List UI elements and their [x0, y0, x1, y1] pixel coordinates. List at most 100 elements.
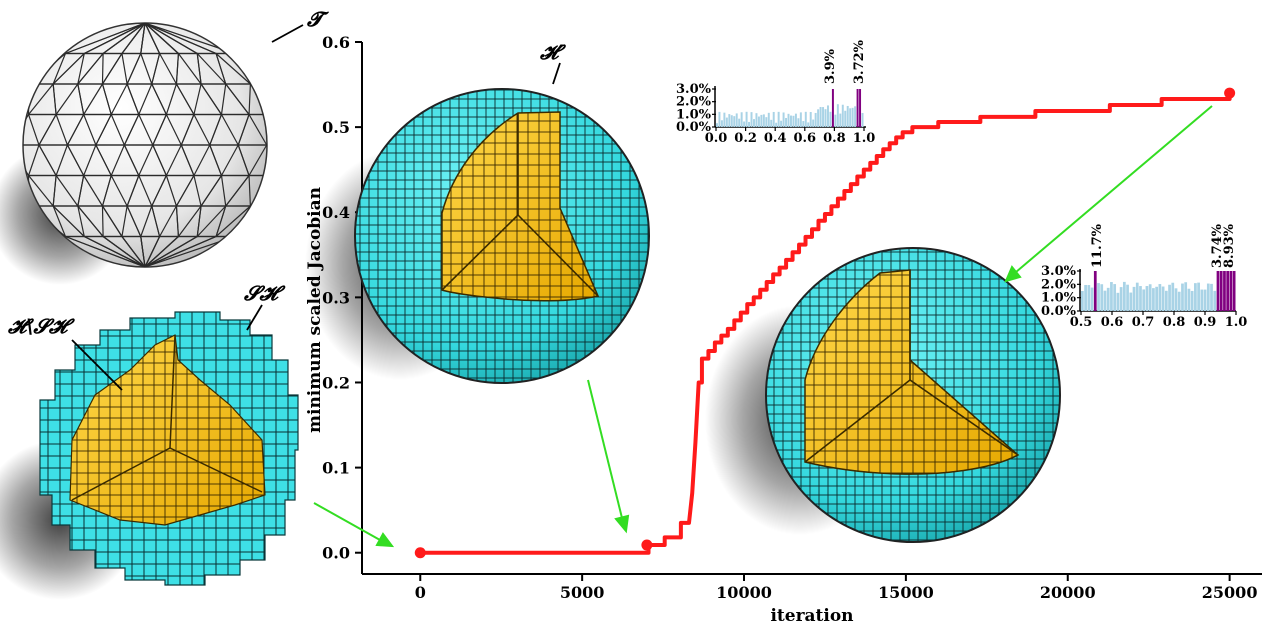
y-tick-label: 0.0 [322, 544, 350, 563]
hist-bar [1232, 271, 1236, 311]
hist-bar [829, 111, 832, 127]
hist-bar [1097, 283, 1100, 311]
hist-bar [1110, 282, 1113, 311]
hist-bar [804, 111, 807, 127]
hist-bar [757, 116, 760, 127]
x-tick-group: 0 5000 10000 15000 20000 25000 [415, 574, 1258, 602]
x-tick-label: 25000 [1202, 583, 1258, 602]
hist-bar [1197, 282, 1200, 311]
hist-x-tick-label: 0.6 [793, 131, 816, 146]
hist-x-tick-label: 0.5 [1070, 315, 1093, 330]
hist1-annotation-high: 3.72% [852, 39, 867, 84]
hist-bar [728, 114, 731, 127]
hist-bar [718, 111, 721, 127]
hist-bar [1200, 289, 1204, 311]
hist-x-tick-label: 0.0 [705, 131, 728, 146]
hist-y-tick-label: 2.0% [676, 95, 712, 110]
hist-bar [753, 119, 755, 127]
hist-bar [723, 112, 726, 127]
hist-bar [1187, 288, 1191, 311]
hist-bar [750, 112, 753, 127]
x-tick-label: 15000 [878, 583, 934, 602]
hist-bar [760, 114, 763, 127]
hist-x-tick-label: 0.8 [823, 131, 846, 146]
hist-bar [831, 89, 834, 127]
hist-bar [740, 112, 743, 127]
hist-bar [859, 89, 862, 127]
hist-bar [1135, 282, 1139, 311]
hist-bar [1113, 284, 1117, 311]
y-tick-label: 0.6 [322, 33, 350, 52]
hist-bar [1174, 288, 1178, 311]
hist-bar [799, 112, 802, 127]
hist-x-tick-label: 0.6 [1101, 315, 1124, 330]
hist-bar [716, 123, 718, 127]
hist-bar [1177, 291, 1181, 311]
hist-bar [790, 115, 792, 127]
hist-x-tick-label: 0.8 [1163, 315, 1186, 330]
hist-bar [745, 111, 748, 127]
hist-bar [1171, 282, 1175, 311]
hist-bar [824, 109, 827, 127]
hist-x-tick-label: 0.2 [734, 131, 757, 146]
hist-bar [1203, 289, 1207, 311]
label-H-prime: 𝓗′ [539, 40, 567, 64]
hist-bar [1142, 289, 1146, 311]
tet-mesh-sphere [0, 22, 268, 285]
hist-bar [839, 113, 842, 127]
histogram-final: 0.0%1.0%2.0%3.0% 0.5 0.6 0.7 0.8 0.9 1.0 11.7… [1041, 223, 1247, 330]
hist-bar [827, 105, 829, 127]
hist-bar [1229, 271, 1233, 311]
hist-bar [720, 120, 723, 127]
hist-bar [738, 118, 741, 127]
hist-bar [797, 118, 800, 127]
hist-bar [849, 108, 852, 127]
x-tick-label: 10000 [716, 583, 772, 602]
hist-bar [1084, 284, 1087, 311]
hist-bar [775, 122, 778, 127]
hist-bar [787, 113, 790, 127]
hist-bar [770, 119, 773, 127]
hist-bar [836, 104, 839, 127]
hex-mesh-sphere-optimized [705, 247, 1061, 543]
hist-bar [834, 114, 837, 127]
hist-bar [733, 116, 736, 127]
hist-bar [765, 117, 768, 127]
hist-bar [755, 113, 758, 127]
hist-y-tick-label: 1.0% [676, 107, 712, 122]
hist-bar [1106, 287, 1110, 311]
arrow-initial-to-7000 [587, 379, 623, 519]
hist-bar [1103, 290, 1107, 311]
hist-y-tick-label: 3.0% [676, 82, 712, 97]
hist-bar [1164, 290, 1168, 311]
hist2-annotation-low: 11.7% [1090, 223, 1105, 268]
arrow-voxel-to-start [313, 502, 381, 541]
x-tick-label: 20000 [1040, 583, 1096, 602]
hist-bar [846, 105, 849, 127]
hist-bar [809, 112, 812, 127]
x-tick-label: 5000 [560, 583, 605, 602]
hist-bar [1139, 286, 1142, 311]
series-marker [641, 539, 653, 551]
hist-bar [1216, 271, 1220, 311]
hist-bar [725, 117, 728, 127]
hist-bar [841, 104, 844, 127]
hist-bar [1100, 284, 1104, 311]
hist-bar [861, 112, 864, 127]
hist-bar [802, 121, 805, 127]
min-jacobian-line [420, 93, 1232, 555]
hist-bar [807, 122, 810, 127]
hist-bar [1194, 283, 1197, 311]
hist-bar [1119, 287, 1123, 311]
y-tick-label: 0.1 [322, 459, 350, 478]
hist-y-tick-label: 0.0% [1041, 304, 1077, 319]
hist-bar [777, 111, 780, 127]
label-T: 𝓣 [306, 7, 330, 31]
hist-bar [792, 115, 795, 127]
hist-bar [1148, 284, 1152, 311]
hist-bar [785, 117, 788, 127]
hist-bar [812, 119, 815, 127]
hist-x-tick-label: 1.0 [853, 131, 876, 146]
arrow-end-to-final [1015, 105, 1213, 273]
